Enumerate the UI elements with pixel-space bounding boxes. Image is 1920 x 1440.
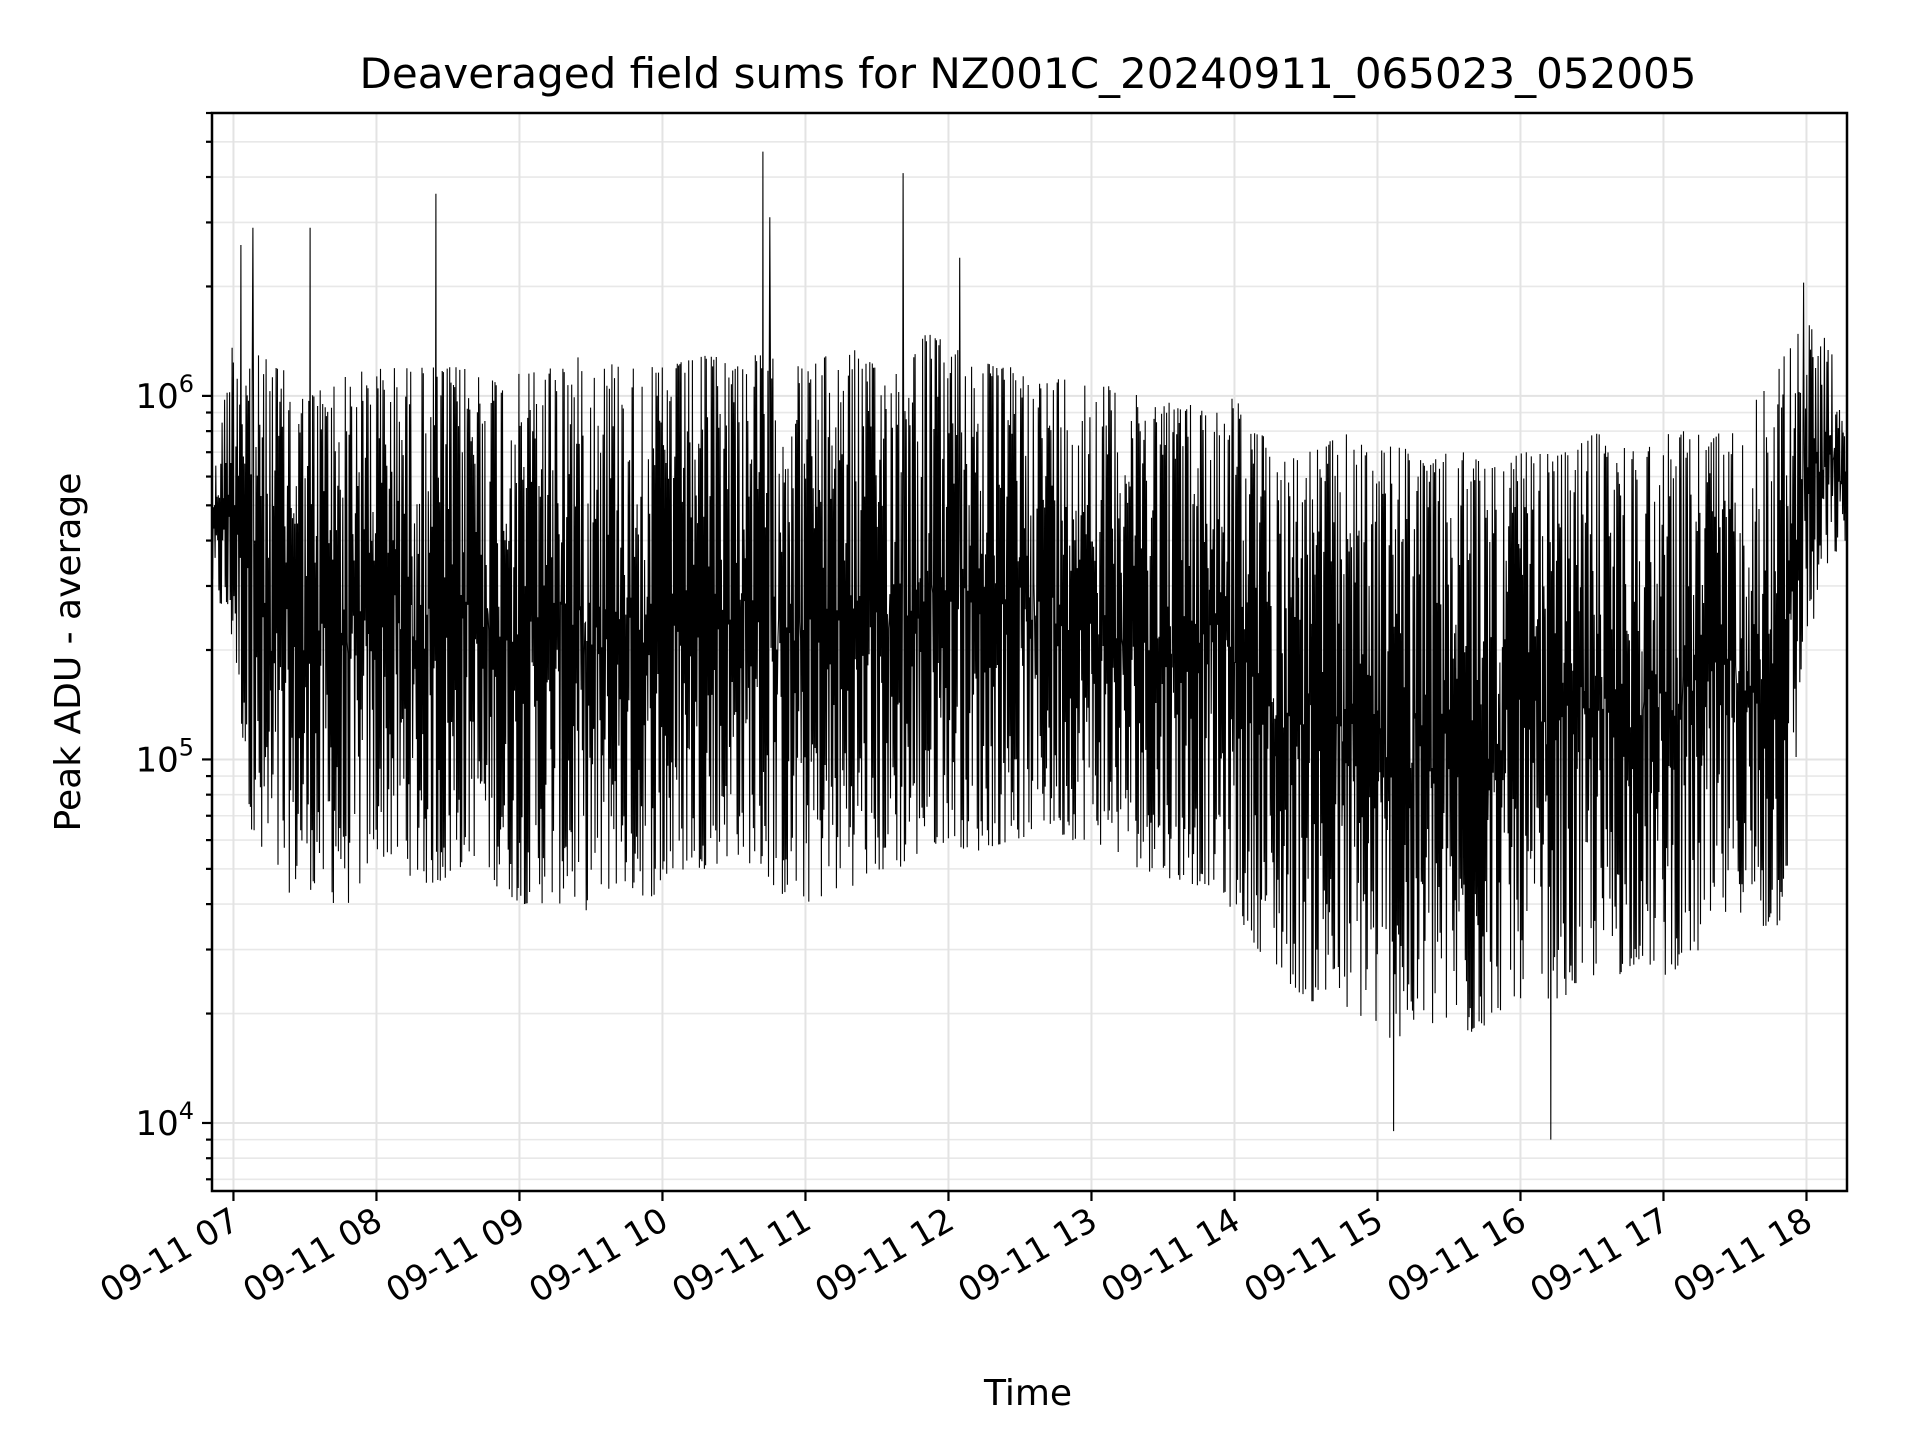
y-axis-label: Peak ADU - average xyxy=(48,473,89,832)
y-axis: 104 105 106 xyxy=(135,111,212,1181)
series-line xyxy=(212,151,1847,1140)
plot-area xyxy=(210,111,1849,1193)
x-axis-label: Time xyxy=(983,1373,1072,1414)
axes-frame xyxy=(210,111,1849,1193)
y-tick-label: 104 xyxy=(135,1097,194,1144)
series-layer xyxy=(212,151,1847,1140)
y-tick-label: 106 xyxy=(135,370,194,417)
chart-title: Deaveraged field sums for NZ001C_2024091… xyxy=(360,49,1697,98)
y-tick-label: 105 xyxy=(135,733,194,780)
